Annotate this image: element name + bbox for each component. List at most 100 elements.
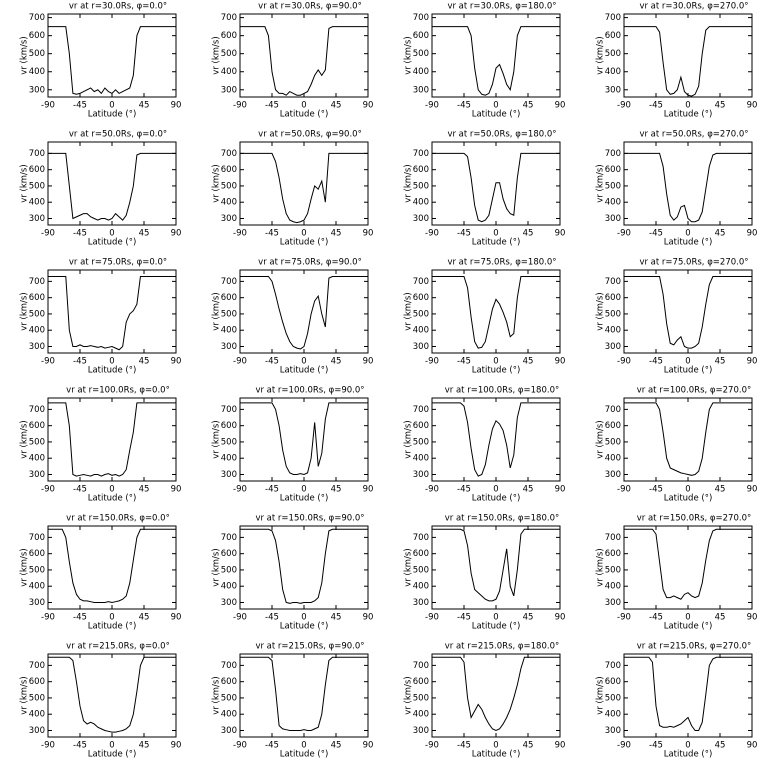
x-tick-label: 45 — [715, 229, 726, 239]
y-tick-label: 400 — [29, 582, 45, 592]
y-tick-label: 400 — [221, 454, 237, 464]
y-tick-label: 500 — [413, 309, 429, 319]
panel-title: vr at r=75.0Rs, φ=0.0° — [69, 258, 167, 268]
y-tick-label: 500 — [221, 181, 237, 191]
y-tick-label: 400 — [413, 326, 429, 336]
y-axis-label: vr (km/s) — [596, 548, 606, 586]
y-axis-label: vr (km/s) — [212, 292, 222, 330]
x-tick-label: -90 — [41, 357, 55, 367]
x-tick-label: 90 — [171, 613, 182, 623]
x-tick-label: -90 — [41, 229, 55, 239]
y-tick-label: 400 — [605, 454, 621, 464]
y-tick-label: 600 — [221, 677, 237, 687]
x-tick-label: -45 — [649, 229, 663, 239]
y-tick-label: 300 — [29, 342, 45, 352]
data-line — [432, 276, 560, 349]
plot-frame — [623, 141, 753, 226]
y-tick-label: 300 — [605, 85, 621, 95]
data-line — [240, 276, 368, 350]
y-tick-label: 600 — [605, 293, 621, 303]
y-tick-label: 700 — [29, 13, 45, 23]
plot-frame — [623, 269, 753, 354]
x-tick-label: -45 — [457, 741, 471, 751]
data-line — [48, 656, 176, 733]
x-tick-label: -90 — [41, 741, 55, 751]
y-tick-label: 600 — [29, 165, 45, 175]
panel-title: vr at r=100.0Rs, φ=0.0° — [66, 386, 170, 396]
y-tick-label: 300 — [221, 726, 237, 736]
x-tick-label: 90 — [171, 229, 182, 239]
y-tick-label: 500 — [413, 437, 429, 447]
y-tick-label: 300 — [413, 726, 429, 736]
x-tick-label: -90 — [617, 229, 631, 239]
x-tick-label: 45 — [523, 485, 534, 495]
y-tick-label: 400 — [221, 198, 237, 208]
x-axis-label: Latitude (°) — [664, 622, 713, 632]
y-tick-label: 700 — [29, 405, 45, 415]
y-tick-label: 700 — [605, 277, 621, 287]
y-tick-label: 500 — [29, 49, 45, 59]
y-tick-label: 700 — [413, 405, 429, 415]
y-tick-label: 500 — [221, 49, 237, 59]
x-axis-label: Latitude (°) — [664, 494, 713, 504]
y-tick-label: 500 — [221, 693, 237, 703]
x-tick-label: 90 — [171, 357, 182, 367]
panel: vr at r=150.0Rs, φ=0.0° -90 -45 0 45 90 300 400… — [20, 514, 182, 632]
y-tick-label: 600 — [29, 549, 45, 559]
y-axis-label: vr (km/s) — [212, 36, 222, 74]
panel: vr at r=75.0Rs, φ=90.0° -90 -45 0 45 90 300 400… — [212, 258, 374, 376]
x-tick-label: 45 — [331, 357, 342, 367]
y-tick-label: 700 — [29, 149, 45, 159]
panel: vr at r=50.0Rs, φ=270.0° -90 -45 0 45 90 300 40… — [596, 130, 758, 248]
x-tick-label: 45 — [139, 613, 150, 623]
x-tick-label: 45 — [331, 101, 342, 111]
x-tick-label: 90 — [555, 357, 566, 367]
data-line — [240, 26, 368, 96]
x-tick-label: -90 — [233, 613, 247, 623]
x-tick-label: 45 — [715, 101, 726, 111]
data-line — [624, 528, 752, 600]
y-tick-label: 600 — [605, 165, 621, 175]
panel-title: vr at r=100.0Rs, φ=180.0° — [445, 386, 559, 396]
plot-frame — [47, 141, 177, 226]
y-axis-label: vr (km/s) — [20, 292, 30, 330]
panel-title: vr at r=150.0Rs, φ=90.0° — [255, 514, 364, 524]
x-tick-label: 90 — [555, 485, 566, 495]
x-axis-label: Latitude (°) — [280, 366, 329, 376]
y-tick-label: 500 — [605, 437, 621, 447]
x-tick-label: -90 — [425, 229, 439, 239]
y-tick-label: 600 — [413, 677, 429, 687]
plot-frame — [47, 269, 177, 354]
data-line — [48, 26, 176, 95]
panel: vr at r=215.0Rs, φ=180.0° -90 -45 0 45 90 300 4… — [404, 642, 566, 760]
data-line — [624, 402, 752, 476]
x-tick-label: -45 — [649, 485, 663, 495]
x-tick-label: -90 — [425, 741, 439, 751]
x-tick-label: 45 — [331, 229, 342, 239]
y-tick-label: 600 — [221, 421, 237, 431]
x-tick-label: -90 — [617, 101, 631, 111]
panel: vr at r=50.0Rs, φ=90.0° -90 -45 0 45 90 300 400… — [212, 130, 374, 248]
panel-title: vr at r=50.0Rs, φ=90.0° — [258, 130, 362, 140]
plot-frame — [239, 653, 369, 738]
y-tick-label: 700 — [413, 13, 429, 23]
x-tick-label: 90 — [363, 357, 374, 367]
x-tick-label: 45 — [139, 741, 150, 751]
y-tick-label: 400 — [413, 582, 429, 592]
y-tick-label: 700 — [605, 13, 621, 23]
y-axis-label: vr (km/s) — [404, 164, 414, 202]
y-tick-label: 600 — [29, 293, 45, 303]
panel: vr at r=50.0Rs, φ=0.0° -90 -45 0 45 90 300 400 5… — [20, 130, 182, 248]
panel-title: vr at r=75.0Rs, φ=180.0° — [447, 258, 556, 268]
y-tick-label: 300 — [413, 470, 429, 480]
x-tick-label: 45 — [523, 229, 534, 239]
panel-title: vr at r=50.0Rs, φ=270.0° — [639, 130, 748, 140]
y-tick-label: 700 — [221, 149, 237, 159]
panel-title: vr at r=50.0Rs, φ=180.0° — [447, 130, 556, 140]
y-tick-label: 700 — [221, 13, 237, 23]
x-tick-label: -90 — [617, 485, 631, 495]
plot-frame — [431, 269, 561, 354]
x-tick-label: -45 — [73, 485, 87, 495]
panel-title: vr at r=100.0Rs, φ=270.0° — [637, 386, 751, 396]
